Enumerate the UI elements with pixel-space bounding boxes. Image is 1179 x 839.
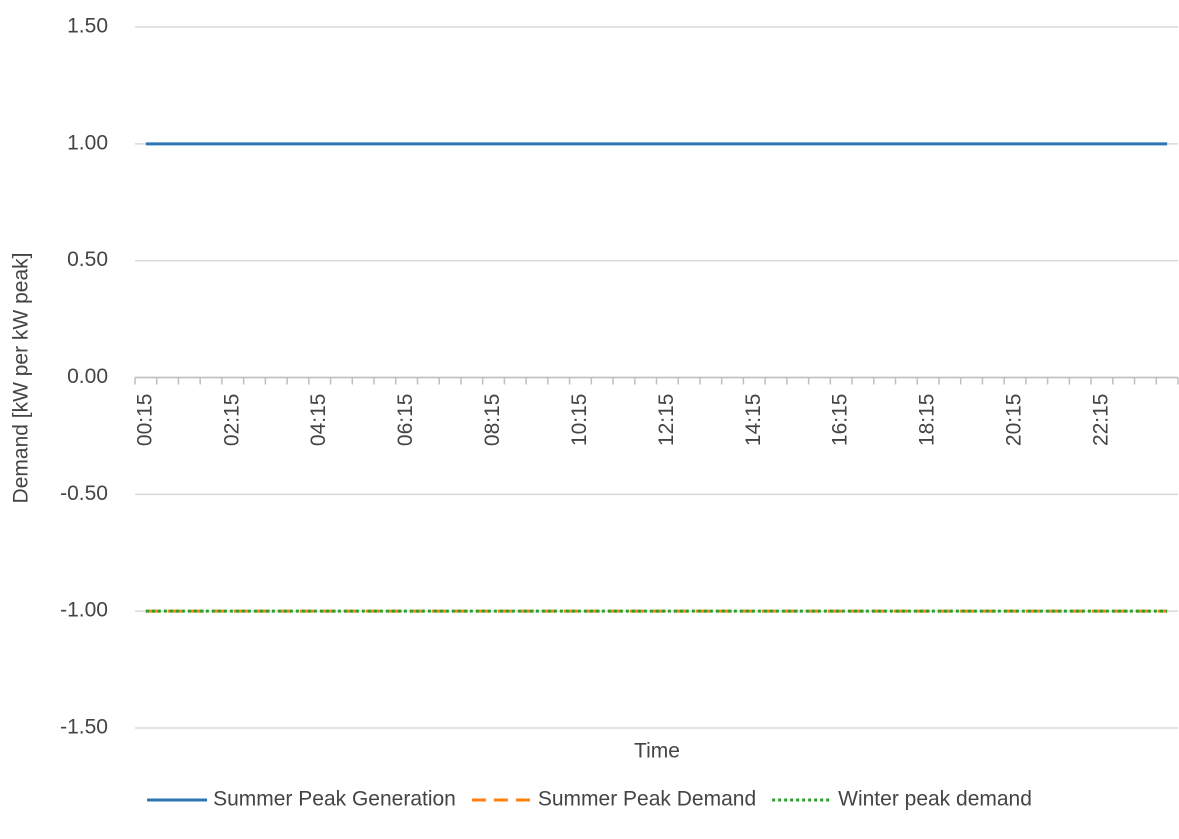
legend-label: Summer Peak Generation [213,788,456,811]
y-tick-label: 1.00 [67,131,108,154]
x-tick-label: 20:15 [1003,394,1026,447]
y-tick-label: 1.50 [67,15,108,38]
y-tick-label: -1.00 [60,599,108,622]
x-tick-label: 14:15 [742,394,765,447]
x-tick-label: 04:15 [307,394,330,447]
x-tick-label: 02:15 [220,394,243,447]
x-tick-label: 12:15 [655,393,678,446]
y-tick-label: 0.00 [67,365,108,388]
legend-label: Summer Peak Demand [538,788,756,811]
y-tick-label: 0.50 [67,248,108,271]
x-tick-label: 22:15 [1089,393,1112,446]
y-tick-label: -1.50 [60,716,108,739]
x-axis-label: Time [634,740,680,763]
legend-label: Winter peak demand [838,788,1032,811]
y-axis-label: Demand [kW per kW peak] [10,253,33,504]
y-tick-label: -0.50 [60,482,108,505]
x-tick-label: 08:15 [481,394,504,447]
x-tick-label: 00:15 [133,394,156,447]
x-tick-label: 18:15 [916,394,939,447]
x-tick-label: 06:15 [394,394,417,447]
x-tick-label: 10:15 [568,394,591,447]
x-tick-label: 16:15 [829,394,852,447]
